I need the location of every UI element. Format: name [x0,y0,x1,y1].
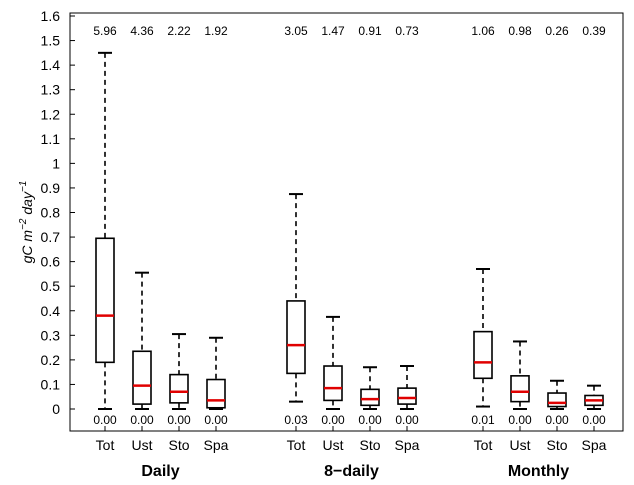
y-axis-label-mid: day [19,191,35,218]
y-tick-label: 0.7 [41,229,61,245]
max-value-label: 1.92 [204,24,228,38]
box-ust: 0.98 0.00 [508,24,532,427]
y-tick-label: 1.5 [41,33,61,49]
category-label: Spa [395,437,420,453]
y-tick-label: 1.1 [41,131,61,147]
category-label: Tot [96,437,115,453]
category-label: Sto [168,437,189,453]
boxes-layer: 5.96 0.00 4.36 0.00 2.22 0.00 1.92 0.00 3.05 0.03… [93,24,606,427]
category-label: Spa [204,437,229,453]
min-value-label: 0.01 [471,413,495,427]
y-axis-label: gC m−2 day−1 [18,181,35,264]
max-value-label: 0.98 [508,24,532,38]
y-tick-label: 0.9 [41,180,61,196]
category-label: Tot [474,437,493,453]
iqr-box [95,237,115,364]
iqr-box [360,388,380,407]
box-ust: 1.47 0.00 [321,24,345,427]
max-value-label: 1.47 [321,24,345,38]
min-value-label: 0.00 [545,413,569,427]
iqr-box [547,392,567,408]
iqr-box [323,365,343,402]
y-tick-label: 1.3 [41,82,61,98]
y-tick-label: 1.6 [41,8,61,24]
max-value-label: 5.96 [93,24,117,38]
y-tick-label: 1.4 [41,57,61,73]
iqr-box [286,300,306,375]
y-tick-label: 0.2 [41,352,61,368]
min-value-label: 0.00 [93,413,117,427]
min-value-label: 0.00 [582,413,606,427]
iqr-box [473,330,493,380]
y-tick-label: 0.4 [41,303,61,319]
max-value-label: 0.26 [545,24,569,38]
max-value-label: 4.36 [130,24,154,38]
box-tot: 3.05 0.03 [284,24,308,427]
min-value-label: 0.00 [358,413,382,427]
iqr-box [510,375,530,403]
max-value-label: 0.91 [358,24,382,38]
plot-frame [69,12,624,432]
group-label: 8−daily [324,463,379,480]
min-value-label: 0.00 [167,413,191,427]
box-spa: 0.73 0.00 [395,24,419,427]
y-tick-label: 0.5 [41,278,61,294]
group-label: Monthly [508,463,569,480]
min-value-label: 0.00 [204,413,228,427]
category-label: Sto [359,437,380,453]
x-axis: Tot Ust Sto Spa Daily Tot Ust Sto Spa 8−daily Tot U… [96,426,607,480]
y-axis-label-base: gC m [19,230,35,264]
iqr-box [206,378,226,409]
category-label: Ust [323,437,344,453]
group-label: Daily [141,463,179,480]
max-value-label: 0.73 [395,24,419,38]
box-ust: 4.36 0.00 [130,24,154,427]
max-value-label: 3.05 [284,24,308,38]
category-label: Tot [287,437,306,453]
y-tick-label: 0.8 [41,205,61,221]
category-label: Ust [132,437,153,453]
y-axis-label-sup2: −1 [18,181,29,192]
y-tick-label: 0 [52,401,60,417]
min-value-label: 0.00 [321,413,345,427]
max-value-label: 2.22 [167,24,191,38]
category-label: Sto [546,437,567,453]
max-value-label: 0.39 [582,24,606,38]
iqr-box [169,373,189,404]
max-value-label: 1.06 [471,24,495,38]
y-axis-label-sup1: −2 [18,218,29,230]
box-tot: 5.96 0.00 [93,24,117,427]
min-value-label: 0.03 [284,413,308,427]
iqr-box [397,387,417,405]
box-sto: 0.26 0.00 [545,24,569,427]
min-value-label: 0.00 [395,413,419,427]
box-spa: 0.39 0.00 [582,24,606,427]
iqr-box [132,350,152,405]
box-tot: 1.06 0.01 [471,24,495,427]
y-tick-label: 0.3 [41,327,61,343]
y-tick-label: 1 [52,155,60,171]
category-label: Spa [582,437,607,453]
category-label: Ust [510,437,531,453]
y-tick-label: 1.2 [41,106,61,122]
y-tick-label: 0.1 [41,376,61,392]
y-axis: 0 0.1 0.2 0.3 0.4 0.5 0.6 0.7 0.8 0.9 1 1.1 1.2 1.3 1.… [41,8,75,417]
y-tick-label: 0.6 [41,254,61,270]
box-sto: 0.91 0.00 [358,24,382,427]
min-value-label: 0.00 [508,413,532,427]
box-spa: 1.92 0.00 [204,24,228,427]
box-sto: 2.22 0.00 [167,24,191,427]
min-value-label: 0.00 [130,413,154,427]
